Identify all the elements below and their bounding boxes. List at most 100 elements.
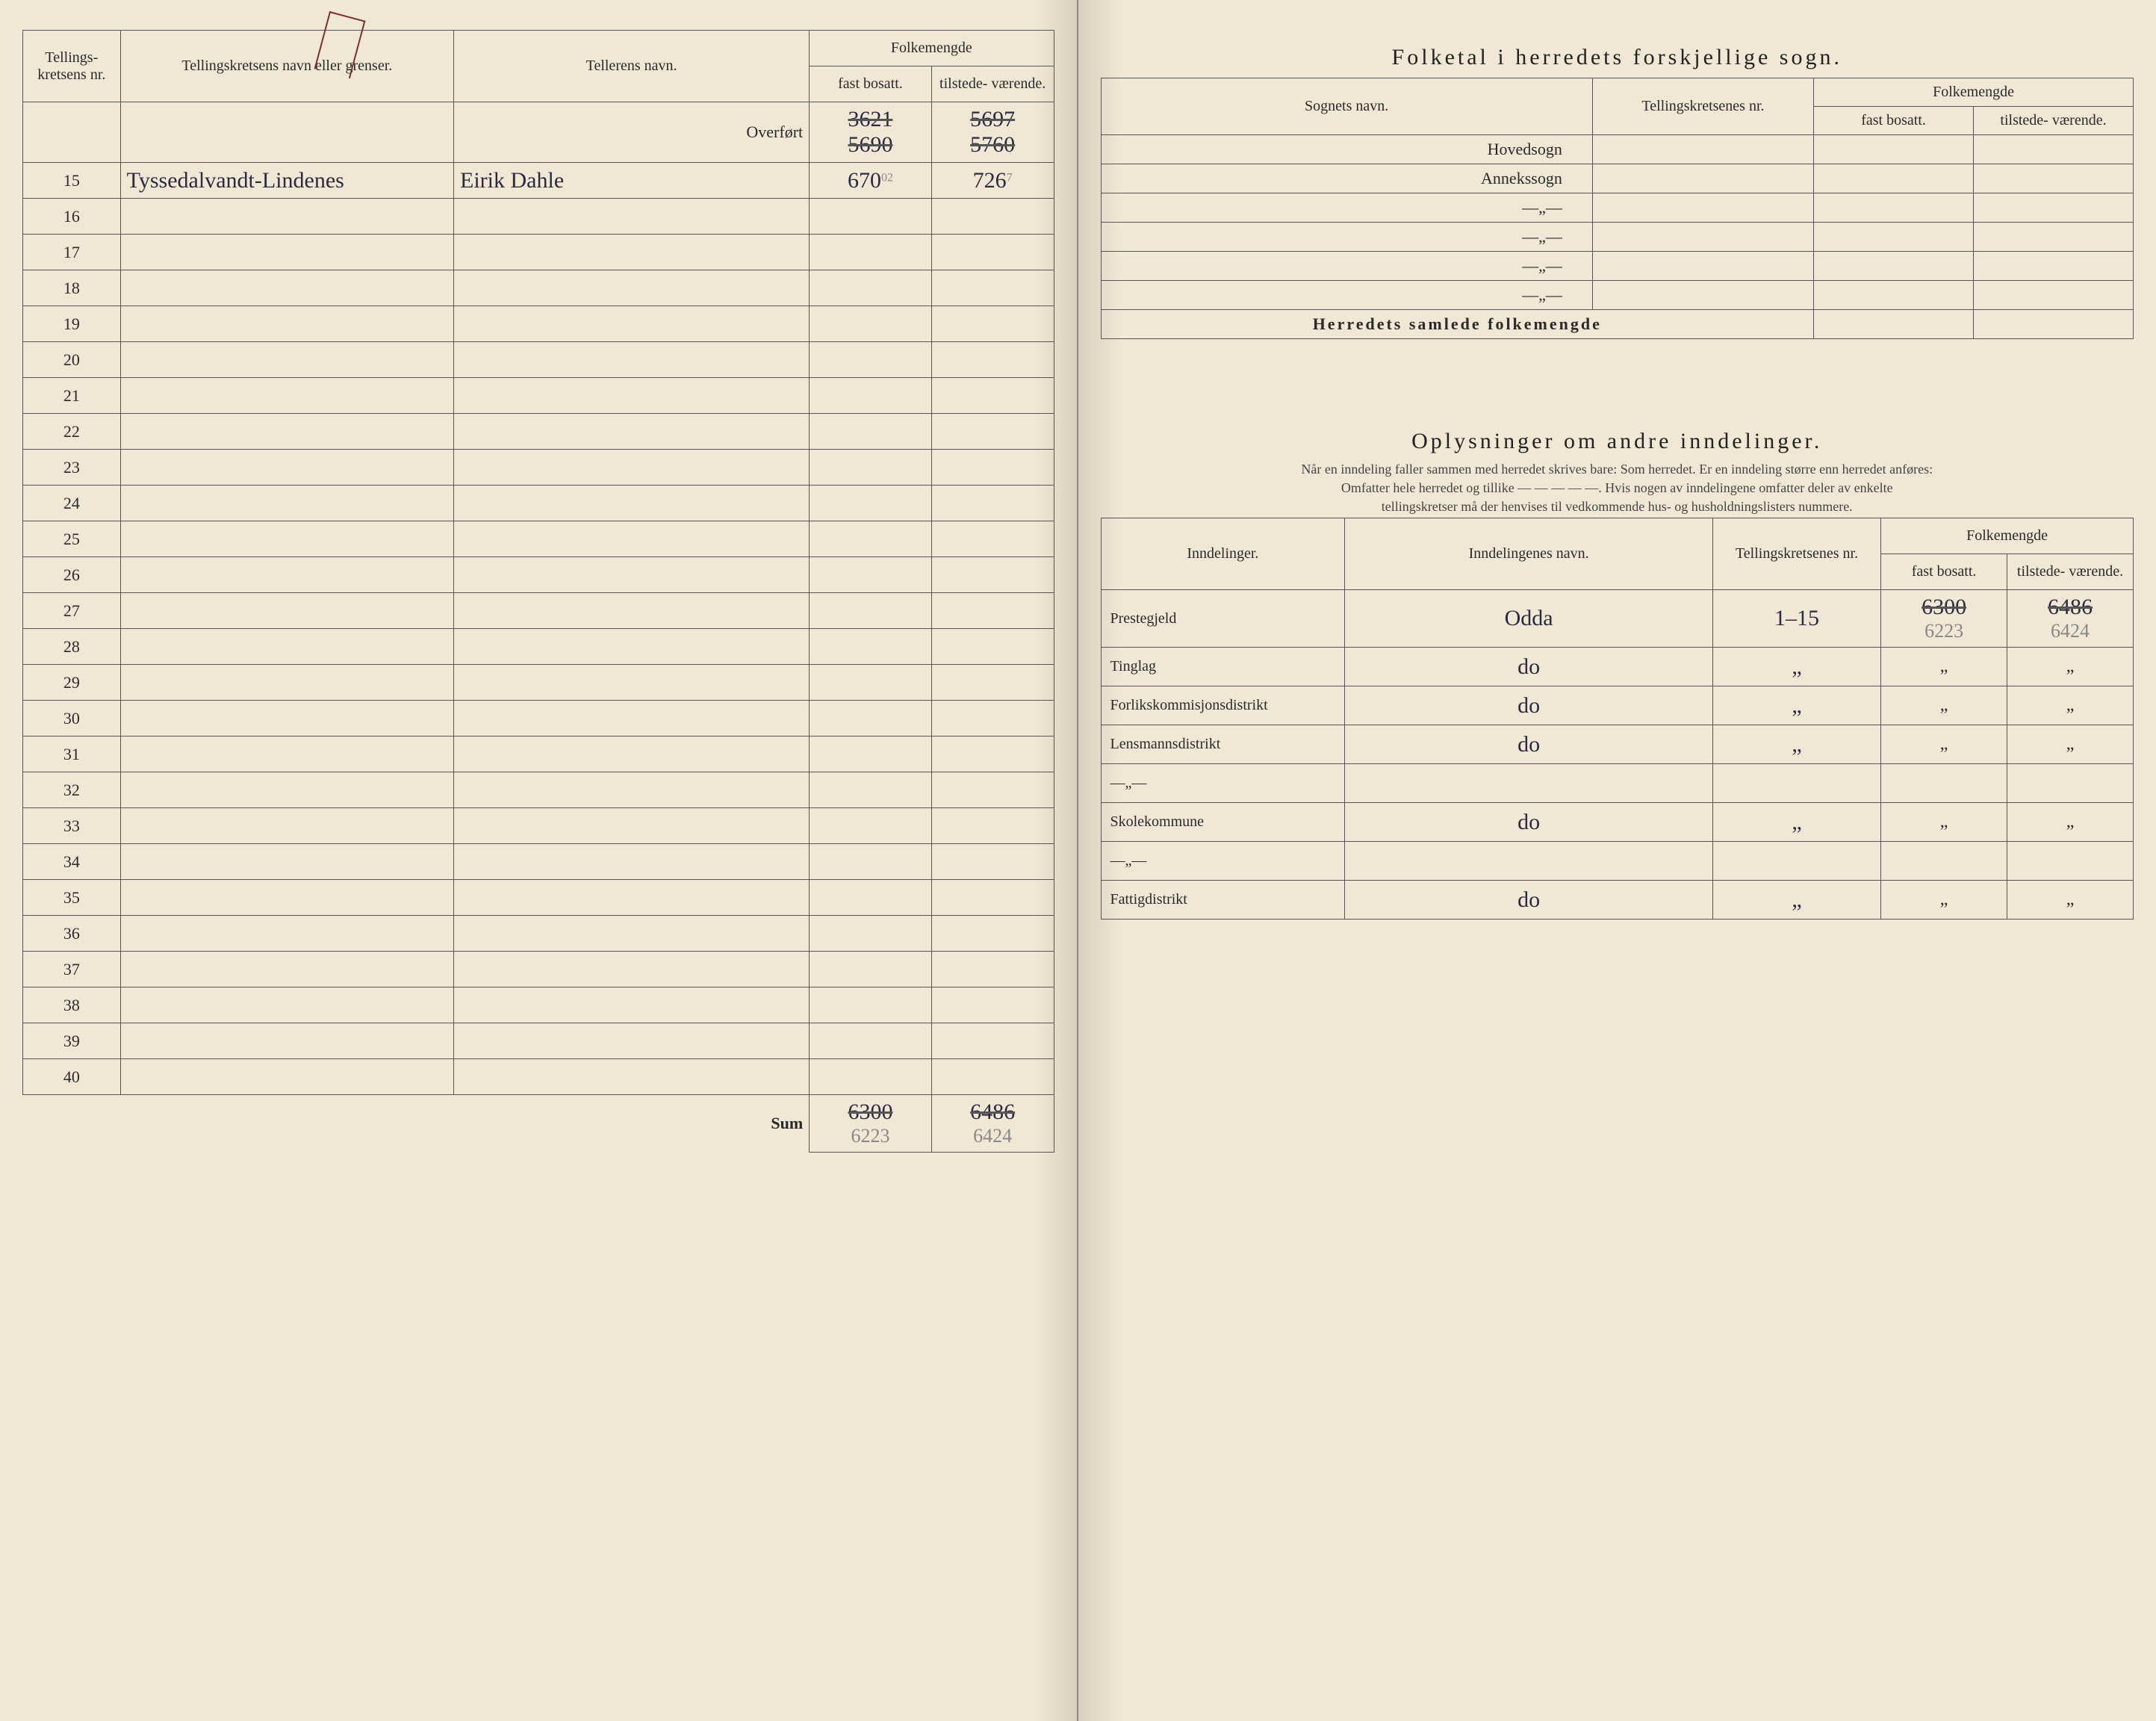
innd-navn: do: [1345, 725, 1713, 764]
sogn-row: —„—: [1101, 223, 2134, 252]
table-row: 20: [23, 342, 1054, 378]
row-fast: [810, 844, 932, 880]
table-row: 29: [23, 665, 1054, 701]
row-teller: [454, 450, 810, 486]
row-fast: [810, 450, 932, 486]
document-spread: Tellings- kretsens nr. Tellingskretsens …: [0, 0, 2156, 1721]
innd-navn: do: [1345, 881, 1713, 920]
sogn-cell: [1814, 193, 1974, 223]
table-row: 38: [23, 987, 1054, 1023]
row-navn: [120, 235, 453, 270]
row-nr: 16: [23, 199, 121, 235]
left-census-table: Tellings- kretsens nr. Tellingskretsens …: [22, 30, 1054, 1153]
row-til: [931, 270, 1054, 306]
sogn-header-kret: Tellingskretsenes nr.: [1592, 78, 1813, 135]
header-teller: Tellerens navn.: [454, 31, 810, 102]
table-row: 27: [23, 593, 1054, 629]
row-teller: [454, 235, 810, 270]
right-page: Folketal i herredets forskjellige sogn. …: [1078, 0, 2156, 1721]
inndelinger-table: Inndelinger. Inndelingenes navn. Telling…: [1101, 518, 2134, 920]
row-til: [931, 629, 1054, 665]
sogn-cell: [1974, 281, 2134, 310]
row-nr: 37: [23, 952, 121, 987]
row-teller: [454, 557, 810, 593]
sum-til: 6486 6424: [931, 1095, 1054, 1153]
innd-sub1: Når en inndeling faller sammen med herre…: [1101, 462, 2134, 477]
innd-til: „: [2007, 648, 2134, 686]
row-til: [931, 1023, 1054, 1059]
row-til: [931, 378, 1054, 414]
innd-row: Tinglagdo„„„: [1101, 648, 2134, 686]
left-page: Tellings- kretsens nr. Tellingskretsens …: [0, 0, 1078, 1721]
row-navn: [120, 342, 453, 378]
row-fast: 67002: [810, 163, 932, 199]
header-fast: fast bosatt.: [810, 66, 932, 102]
sogn-row: Hovedsogn: [1101, 135, 2134, 164]
row-fast: [810, 378, 932, 414]
sogn-label: —„—: [1101, 223, 1592, 252]
sogn-cell: [1814, 252, 1974, 281]
innd-label: Fattigdistrikt: [1101, 881, 1345, 920]
row-navn: [120, 808, 453, 844]
table-row: 16: [23, 199, 1054, 235]
innd-kret: „: [1712, 881, 1880, 920]
row-navn: [120, 665, 453, 701]
sogn-header-tilstede: tilstede- værende.: [1974, 107, 2134, 135]
row-teller: [454, 844, 810, 880]
innd-kret: „: [1712, 803, 1880, 842]
sogn-label: —„—: [1101, 193, 1592, 223]
row-nr: 19: [23, 306, 121, 342]
row-teller: [454, 1059, 810, 1095]
table-row: 24: [23, 486, 1054, 521]
row-fast: [810, 593, 932, 629]
row-navn: [120, 952, 453, 987]
sogn-row: Annekssogn: [1101, 164, 2134, 193]
innd-label: —„—: [1101, 842, 1345, 881]
table-row: 31: [23, 737, 1054, 772]
row-til: 7267: [931, 163, 1054, 199]
innd-til: „: [2007, 725, 2134, 764]
innd-fast: 63006223: [1881, 590, 2007, 648]
row-teller: [454, 701, 810, 737]
table-row: 40: [23, 1059, 1054, 1095]
row-navn: [120, 378, 453, 414]
innd-kret: „: [1712, 648, 1880, 686]
table-row: 36: [23, 916, 1054, 952]
row-fast: [810, 1059, 932, 1095]
row-nr: 33: [23, 808, 121, 844]
innd-label: Prestegjeld: [1101, 590, 1345, 648]
sogn-label: Annekssogn: [1101, 164, 1592, 193]
innd-kret: [1712, 764, 1880, 803]
row-teller: [454, 737, 810, 772]
innd-til: „: [2007, 686, 2134, 725]
row-til: [931, 235, 1054, 270]
row-nr: 18: [23, 270, 121, 306]
innd-navn: [1345, 764, 1713, 803]
innd-header-tilstede: tilstede- værende.: [2007, 554, 2134, 590]
row-til: [931, 342, 1054, 378]
row-til: [931, 952, 1054, 987]
sogn-row: —„—: [1101, 252, 2134, 281]
row-nr: 24: [23, 486, 121, 521]
overfort-row: Overført 3621 5690 5697 5760: [23, 102, 1054, 163]
sogn-cell: [1592, 164, 1813, 193]
table-row: 28: [23, 629, 1054, 665]
innd-kret: „: [1712, 686, 1880, 725]
row-til: [931, 808, 1054, 844]
row-til: [931, 414, 1054, 450]
table-row: 19: [23, 306, 1054, 342]
innd-row: —„—: [1101, 764, 2134, 803]
header-tilstede: tilstede- værende.: [931, 66, 1054, 102]
sogn-cell: [1814, 135, 1974, 164]
table-row: 32: [23, 772, 1054, 808]
row-nr: 40: [23, 1059, 121, 1095]
innd-fast: „: [1881, 648, 2007, 686]
innd-sub2: Omfatter hele herredet og tillike — — — …: [1101, 480, 2134, 496]
row-fast: [810, 701, 932, 737]
row-nr: 39: [23, 1023, 121, 1059]
row-nr: 25: [23, 521, 121, 557]
table-row: 25: [23, 521, 1054, 557]
row-fast: [810, 916, 932, 952]
row-til: [931, 306, 1054, 342]
innd-header-fast: fast bosatt.: [1881, 554, 2007, 590]
